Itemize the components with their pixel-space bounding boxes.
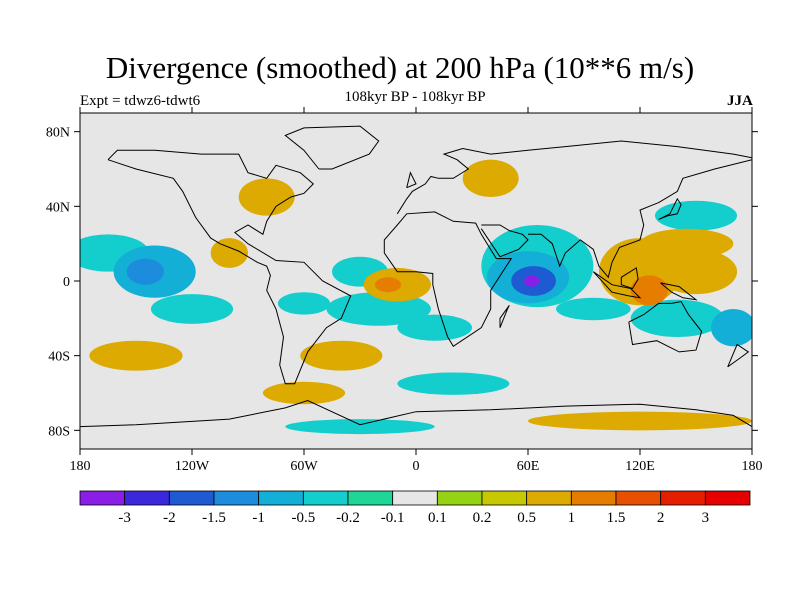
divergence-contour-23 [300, 340, 383, 371]
colorbar-label-11: 1.5 [607, 510, 626, 526]
lat-tick-label-0: 80N [46, 126, 70, 141]
colorbar-box-3 [213, 490, 260, 506]
divergence-contour-22 [89, 340, 183, 371]
divergence-contour-17 [640, 228, 734, 259]
lon-tick-label-6: 180 [742, 459, 763, 474]
coastline-9 [658, 197, 682, 220]
colorbar-label-5: -0.2 [336, 510, 360, 526]
coastline-1 [396, 140, 752, 215]
coastline-10 [80, 399, 752, 428]
divergence-contour-20 [210, 238, 248, 268]
coastline-6 [592, 271, 642, 299]
colorbar-label-12: 2 [657, 510, 665, 526]
colorbar-label-9: 0.5 [517, 510, 536, 526]
experiment-label: Expt = tdwz6-tdwt6 [80, 93, 201, 109]
divergence-contour-27 [374, 277, 402, 293]
divergence-contour-30 [524, 275, 540, 287]
divergence-contour-2 [150, 294, 234, 324]
colorbar-label-0: -3 [118, 510, 131, 526]
divergence-contour-26 [126, 258, 164, 285]
colorbar-box-8 [436, 490, 483, 506]
colorbar-label-13: 3 [702, 510, 710, 526]
coastline-14 [727, 343, 750, 368]
colorbar-label-1: -2 [163, 510, 176, 526]
divergence-field [80, 159, 752, 435]
coastline-7 [620, 267, 639, 290]
divergence-contour-19 [238, 178, 295, 216]
colorbar-box-6 [347, 490, 394, 506]
colorbar-label-3: -1 [252, 510, 265, 526]
lon-tick-label-0: 180 [70, 459, 91, 474]
season-label: JJA [727, 93, 753, 109]
divergence-contour-3 [277, 292, 331, 315]
colorbar-box-14 [704, 490, 751, 506]
lon-tick-label-4: 60E [517, 459, 540, 474]
coastline-12 [499, 305, 510, 328]
colorbar-box-2 [168, 490, 215, 506]
lat-tick-label-4: 80S [48, 424, 70, 439]
lon-tick-label-1: 120W [175, 459, 210, 474]
divergence-contour-6 [654, 200, 738, 231]
axis-ticks: 80N 40N 0 40S 80S 180 120W 60W 0 60E 120E 180 [46, 107, 763, 474]
coastline-8 [660, 282, 698, 301]
divergence-contour-7 [630, 299, 724, 338]
divergence-contour-21 [462, 159, 519, 197]
colorbar-box-13 [660, 490, 706, 506]
colorbar-box-9 [481, 490, 528, 506]
colorbar-box-0 [79, 490, 126, 506]
lon-tick-label-5: 120E [625, 459, 655, 474]
colorbar-label-7: 0.1 [428, 510, 447, 526]
coastlines [80, 125, 752, 428]
plot-subtitle: 108kyr BP - 108kyr BP [344, 89, 486, 105]
plot-title: Divergence (smoothed) at 200 hPa (10**6 … [105, 50, 695, 85]
divergence-contour-28 [630, 275, 668, 306]
coastline-13 [406, 171, 417, 189]
colorbar: -3 -2 -1.5 -1 -0.5 -0.2 -0.1 0.1 0.2 0.5 1 1.5 2 3 [79, 490, 751, 526]
colorbar-box-1 [124, 490, 170, 506]
colorbar-box-7 [392, 490, 438, 506]
colorbar-label-8: 0.2 [473, 510, 492, 526]
coastline-4 [528, 159, 752, 279]
divergence-contour-25 [528, 411, 752, 431]
coastline-5 [628, 300, 703, 353]
coastline-3 [480, 224, 529, 258]
colorbar-box-12 [615, 490, 662, 506]
colorbar-label-6: -0.1 [381, 510, 405, 526]
colorbar-label-10: 1 [568, 510, 576, 526]
lon-tick-label-3: 0 [413, 459, 420, 474]
lat-tick-label-3: 40S [48, 350, 70, 365]
colorbar-box-4 [258, 490, 304, 506]
colorbar-label-2: -1.5 [202, 510, 226, 526]
coastline-11 [284, 125, 380, 170]
divergence-contour-18 [710, 309, 752, 347]
divergence-contour-11 [285, 419, 435, 435]
colorbar-box-5 [302, 490, 349, 506]
divergence-contour-24 [262, 381, 346, 405]
divergence-contour-8 [556, 297, 631, 321]
colorbar-box-10 [526, 490, 572, 506]
colorbar-label-4: -0.5 [291, 510, 315, 526]
lat-tick-label-2: 0 [63, 275, 70, 290]
lat-tick-label-1: 40N [46, 200, 70, 215]
coastline-2 [383, 211, 513, 348]
divergence-contour-10 [397, 372, 510, 395]
lon-tick-label-2: 60W [290, 459, 318, 474]
divergence-contour-5 [397, 314, 472, 341]
divergence-contour-16 [654, 249, 738, 295]
coastline-0 [107, 149, 352, 385]
colorbar-box-11 [570, 490, 617, 506]
